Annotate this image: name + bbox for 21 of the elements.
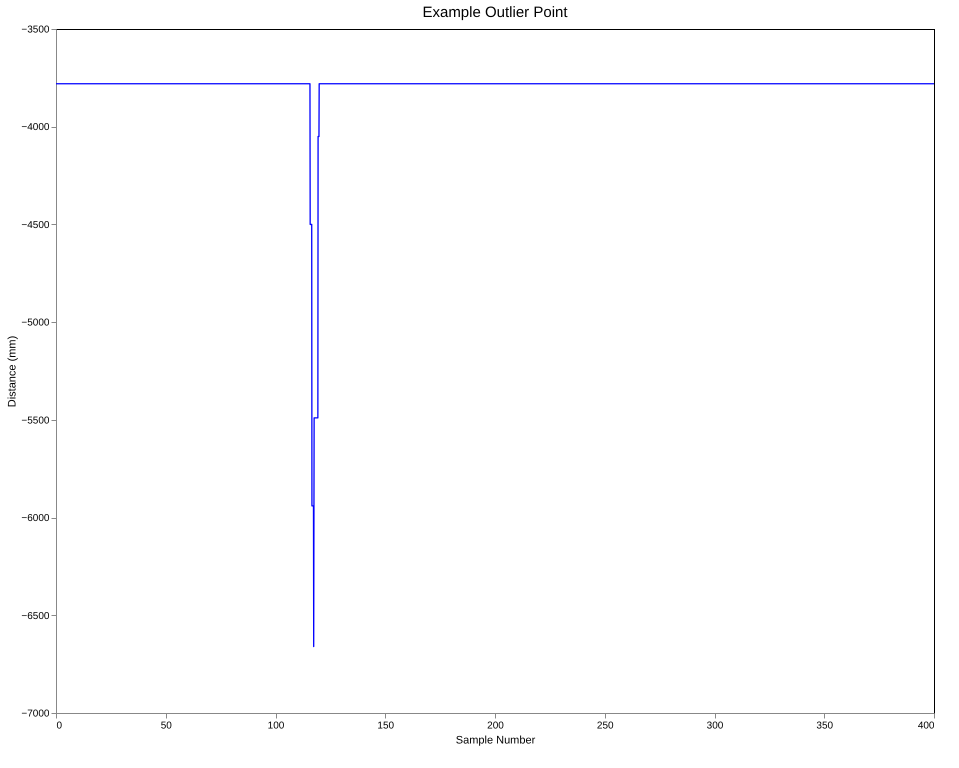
x-tick-label: 100: [268, 720, 285, 732]
x-tick-label: 400: [918, 720, 935, 732]
x-tick-label: 300: [706, 720, 724, 732]
y-tick-label: −3500: [21, 24, 50, 36]
y-tick-label: −7000: [21, 708, 50, 720]
y-axis-title: Distance (mm): [6, 336, 18, 408]
x-tick-label: 50: [160, 720, 172, 732]
y-tick-label: −4500: [21, 220, 50, 231]
y-tick-label: −6000: [21, 513, 50, 524]
y-tick-label: −5000: [21, 318, 50, 329]
chart-title: Example Outlier Point: [422, 4, 568, 21]
y-tick-label: −6500: [21, 610, 50, 622]
x-tick-label: 250: [596, 720, 614, 732]
x-tick-label: 150: [377, 720, 395, 732]
y-tick-label: −4000: [21, 122, 50, 134]
line-series: [56, 83, 934, 648]
x-tick-label: 350: [816, 720, 834, 732]
y-tick-label: −5500: [21, 415, 50, 426]
x-tick-label: 0: [56, 720, 62, 732]
x-axis-title: Sample Number: [456, 734, 536, 746]
x-tick-label: 200: [487, 720, 504, 732]
